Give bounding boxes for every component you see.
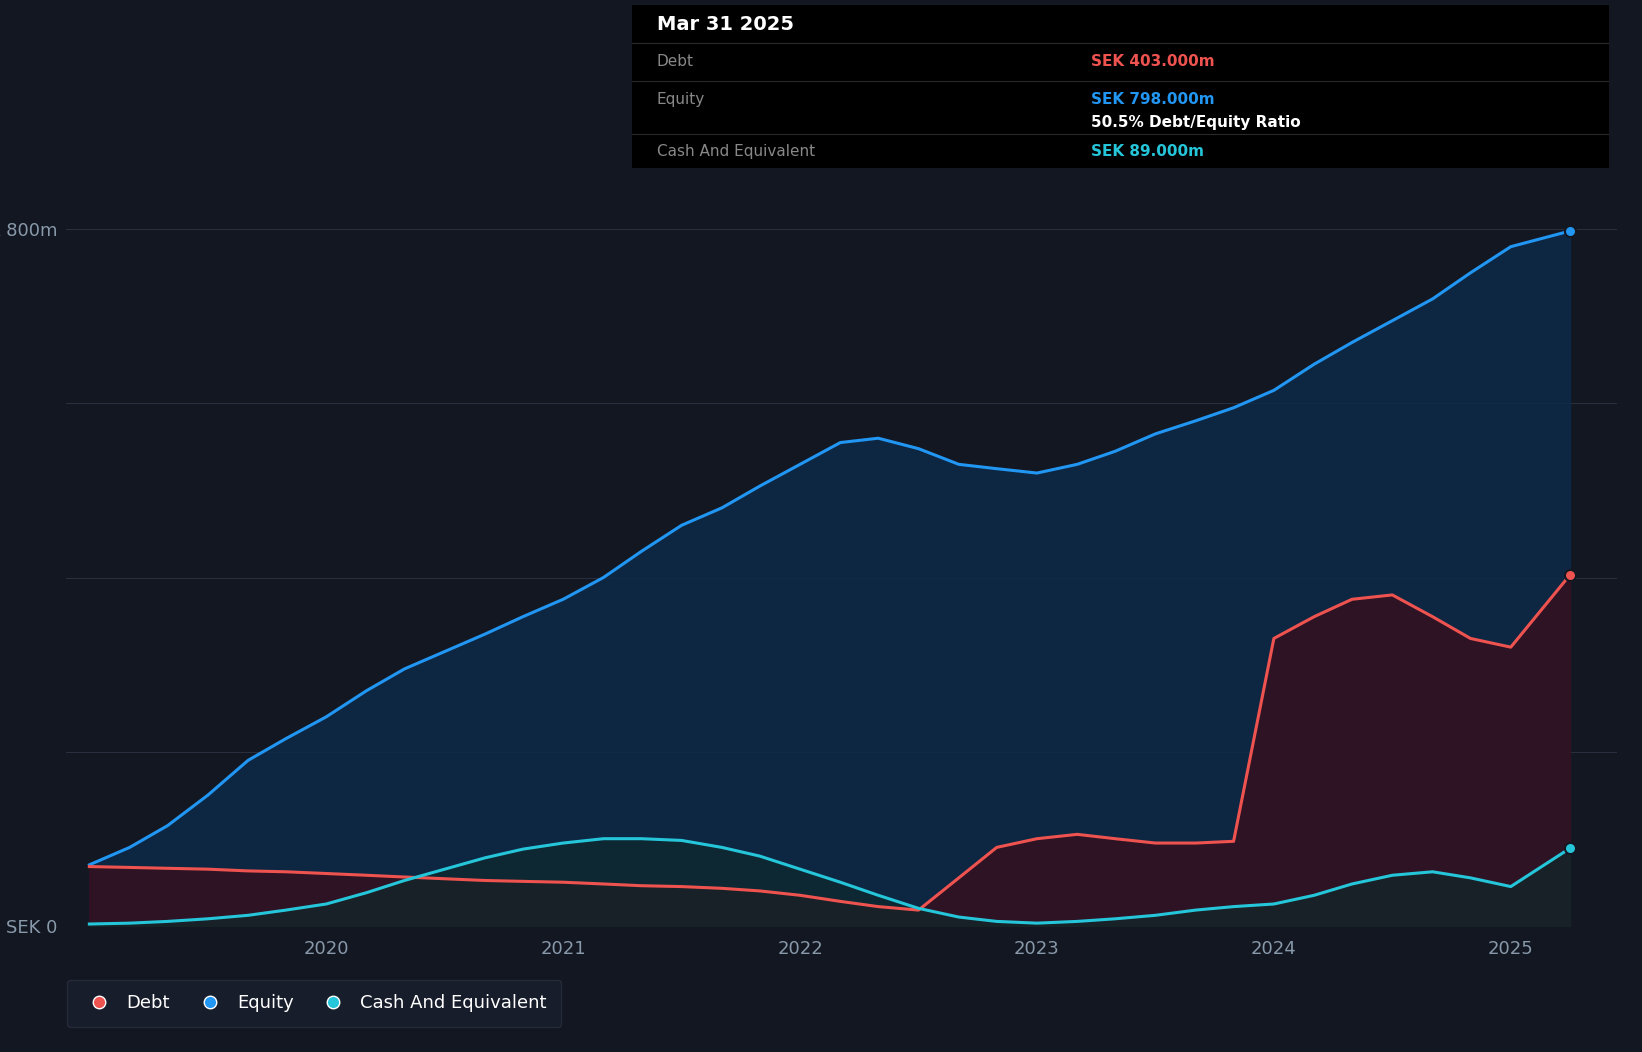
- Text: Mar 31 2025: Mar 31 2025: [657, 15, 793, 34]
- Text: Equity: Equity: [657, 92, 704, 106]
- Legend: Debt, Equity, Cash And Equivalent: Debt, Equity, Cash And Equivalent: [67, 979, 562, 1027]
- Text: SEK 798.000m: SEK 798.000m: [1092, 92, 1215, 106]
- Text: Cash And Equivalent: Cash And Equivalent: [657, 144, 814, 159]
- Text: 50.5% Debt/Equity Ratio: 50.5% Debt/Equity Ratio: [1092, 115, 1300, 130]
- Text: SEK 403.000m: SEK 403.000m: [1092, 54, 1215, 69]
- Text: Debt: Debt: [657, 54, 693, 69]
- Text: SEK 89.000m: SEK 89.000m: [1092, 144, 1204, 159]
